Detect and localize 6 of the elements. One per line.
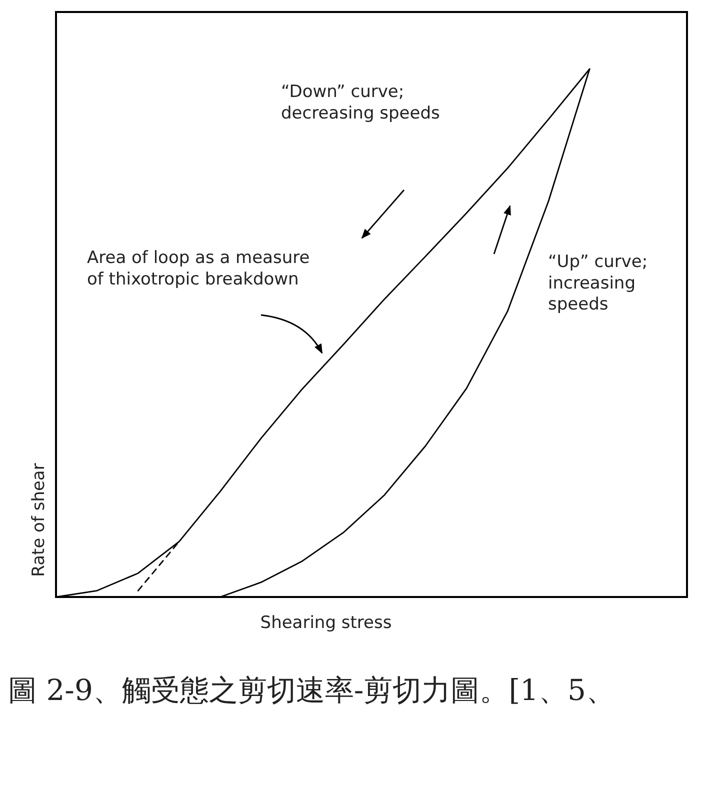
- caption: 圖 2-9、觸受態之剪切速率-剪切力圖。[1、5、: [8, 673, 615, 707]
- x-axis-title: Shearing stress: [260, 613, 392, 633]
- annotation: Area of loop as a measure of thixotropic breakdown: [87, 248, 310, 290]
- annotation: “Up” curve; increasing speeds: [548, 252, 648, 314]
- annotation: “Down” curve; decreasing speeds: [281, 82, 440, 124]
- y-axis-title: Rate of shear: [29, 463, 49, 577]
